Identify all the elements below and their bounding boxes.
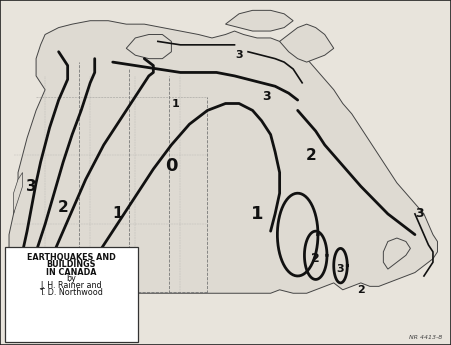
Text: NR 4413-8: NR 4413-8 [409, 335, 442, 340]
Text: 2: 2 [306, 148, 317, 163]
Text: 3: 3 [235, 50, 243, 60]
Polygon shape [14, 172, 23, 214]
Text: 2: 2 [357, 285, 365, 295]
Text: 2: 2 [58, 199, 69, 215]
Text: 3: 3 [337, 264, 344, 274]
Text: BUILDINGS: BUILDINGS [46, 260, 96, 269]
Text: J. H. Rainer and: J. H. Rainer and [40, 281, 102, 290]
Text: 3: 3 [262, 90, 271, 103]
Text: by: by [66, 274, 76, 283]
Polygon shape [280, 24, 334, 62]
Text: 2: 2 [311, 252, 320, 265]
Text: T. D. Northwood: T. D. Northwood [39, 288, 103, 297]
Text: 3: 3 [26, 179, 37, 194]
Text: EARTHQUAKES AND: EARTHQUAKES AND [27, 253, 115, 262]
Polygon shape [383, 238, 410, 269]
Text: 1: 1 [112, 206, 123, 221]
Bar [5, 247, 138, 342]
Text: 1: 1 [251, 205, 263, 223]
Text: 0: 0 [165, 157, 178, 175]
Polygon shape [126, 34, 171, 59]
Text: 1: 1 [172, 99, 180, 108]
Text: 3: 3 [415, 207, 424, 220]
Polygon shape [9, 21, 437, 293]
Polygon shape [226, 10, 293, 31]
Text: IN CANADA: IN CANADA [46, 268, 96, 277]
